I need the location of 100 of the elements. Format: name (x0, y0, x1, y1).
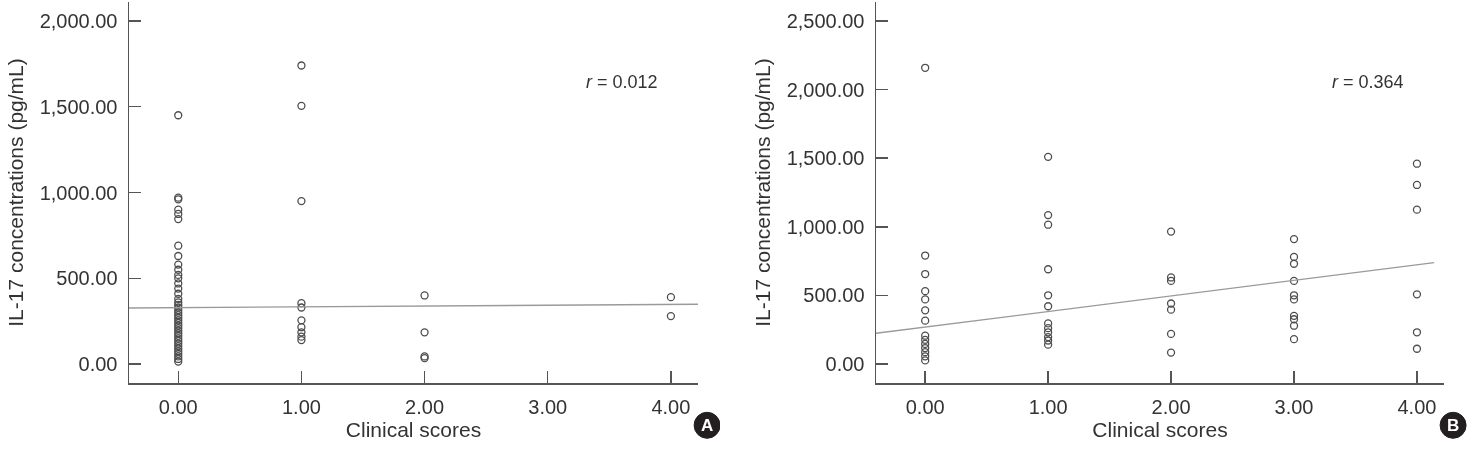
y-tick-label: 2,500.00 (786, 10, 865, 33)
point (1166, 276, 1176, 286)
point (1043, 328, 1053, 337)
point (174, 316, 183, 325)
point (174, 260, 183, 269)
point (921, 348, 930, 357)
point (921, 335, 930, 344)
y-tick-label: 500.00 (803, 284, 865, 307)
point (1043, 336, 1053, 345)
point (1289, 321, 1299, 330)
x-axis-title: Clinical scores (1092, 418, 1228, 442)
point (1166, 305, 1176, 314)
point (297, 196, 306, 206)
point (174, 318, 183, 328)
point (297, 328, 306, 337)
point (1289, 311, 1299, 320)
point (174, 300, 183, 310)
point (174, 289, 183, 298)
point (1412, 290, 1422, 299)
x-tick-label: 1.00 (1028, 395, 1068, 418)
point (174, 354, 183, 364)
point (174, 251, 183, 261)
point (297, 316, 306, 325)
point (297, 303, 306, 312)
point (1166, 227, 1176, 236)
point (921, 356, 930, 365)
point (1043, 220, 1053, 229)
point (174, 321, 183, 330)
point (174, 326, 183, 335)
point (174, 341, 183, 351)
point (174, 279, 183, 288)
point (297, 61, 306, 70)
annotation: r = 0.364 (1332, 72, 1404, 92)
point (174, 323, 183, 333)
x-tick-label: 0.00 (905, 395, 945, 418)
point (174, 305, 183, 315)
point (174, 336, 183, 346)
point (921, 251, 930, 260)
point (921, 306, 930, 315)
x-tick-label: 4.00 (651, 395, 691, 418)
point (174, 274, 183, 283)
point (1412, 205, 1422, 214)
point (1412, 344, 1422, 353)
point (921, 295, 930, 304)
point (1043, 340, 1053, 349)
point (420, 291, 429, 300)
point (1043, 319, 1053, 328)
y-tick-label: 2,000.00 (786, 78, 865, 101)
x-tick-label: 3.00 (1274, 395, 1314, 418)
text: B (1447, 416, 1460, 435)
point (1043, 210, 1053, 220)
point (1043, 302, 1053, 311)
point (174, 298, 183, 307)
point (1289, 234, 1299, 244)
point (174, 111, 183, 120)
point (1166, 273, 1176, 282)
point (174, 241, 183, 250)
point (1043, 324, 1053, 333)
x-tick-label: 1.00 (281, 395, 321, 418)
point (1289, 252, 1299, 262)
point (1043, 332, 1053, 342)
y-axis-title: IL-17 concentrations (pg/mL) (4, 58, 28, 327)
point (174, 357, 183, 366)
point (174, 308, 183, 317)
point (921, 331, 930, 340)
point (921, 63, 930, 72)
y-tick-label: 0.00 (78, 353, 118, 376)
point (666, 311, 676, 321)
annotation: r = 0.012 (586, 72, 658, 92)
y-tick-label: 500.00 (56, 267, 118, 290)
point (174, 214, 183, 224)
point (1289, 334, 1299, 344)
point (297, 101, 306, 110)
point (1289, 295, 1299, 304)
x-tick-label: 4.00 (1397, 395, 1437, 418)
point (174, 303, 183, 312)
point (1289, 315, 1299, 324)
point (1166, 348, 1176, 357)
y-tick-label: 2,000.00 (39, 9, 118, 32)
y-tick-label: 1,000.00 (39, 181, 118, 204)
y-tick-label: 1,000.00 (786, 215, 865, 238)
point (1412, 180, 1422, 190)
point (921, 269, 930, 279)
x-tick-label: 2.00 (1151, 395, 1191, 418)
point (921, 287, 930, 296)
y-tick-label: 1,500.00 (786, 147, 865, 170)
point (174, 209, 183, 219)
point (1412, 328, 1422, 337)
point (1043, 291, 1053, 300)
point (174, 344, 183, 353)
point (1043, 265, 1053, 274)
x-axis-title: Clinical scores (345, 418, 482, 442)
text: A (701, 416, 714, 435)
point (297, 323, 306, 332)
y-axis-title: IL-17 concentrations (pg/mL) (751, 58, 775, 327)
point (174, 284, 183, 293)
point (174, 265, 183, 274)
point (174, 205, 183, 214)
point (1289, 291, 1299, 300)
point (1412, 159, 1422, 168)
